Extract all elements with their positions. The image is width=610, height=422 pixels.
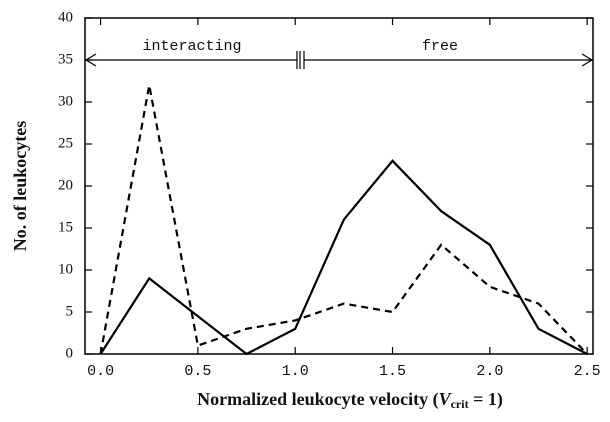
x-axis-label-part: = 1): [469, 389, 503, 410]
x-axis-label-part: V: [439, 389, 453, 409]
x-tick-label: 1.5: [379, 363, 406, 380]
y-tick-label: 15: [58, 219, 73, 235]
series-line: [99, 84, 588, 355]
y-tick-label: 20: [58, 177, 73, 193]
annotation: free: [422, 38, 458, 55]
annotation: interacting: [142, 38, 241, 55]
x-tick-label: 2.5: [574, 363, 601, 380]
y-tick-label: 40: [58, 9, 73, 25]
x-tick-label: 1.0: [282, 363, 309, 380]
x-tick-label: 0.0: [87, 363, 114, 380]
y-tick-label: 0: [66, 345, 74, 361]
plot-frame: [84, 17, 594, 355]
y-tick-label: 5: [66, 303, 74, 319]
y-axis-label: No. of leukocytes: [10, 121, 30, 251]
y-tick-label: 30: [58, 93, 73, 109]
x-axis-label: Normalized leukocyte velocity (Vcrit = 1…: [197, 389, 503, 411]
y-tick-label: 10: [58, 261, 73, 277]
x-tick-label: 2.0: [476, 363, 503, 380]
region-arrows: [84, 51, 594, 69]
y-tick-label: 35: [58, 51, 73, 67]
x-axis-label-part: Normalized leukocyte velocity (: [197, 389, 438, 410]
y-tick-label: 25: [58, 135, 73, 151]
x-axis-label-part: crit: [451, 397, 469, 411]
x-tick-label: 0.5: [184, 363, 211, 380]
series-line: [99, 159, 588, 356]
